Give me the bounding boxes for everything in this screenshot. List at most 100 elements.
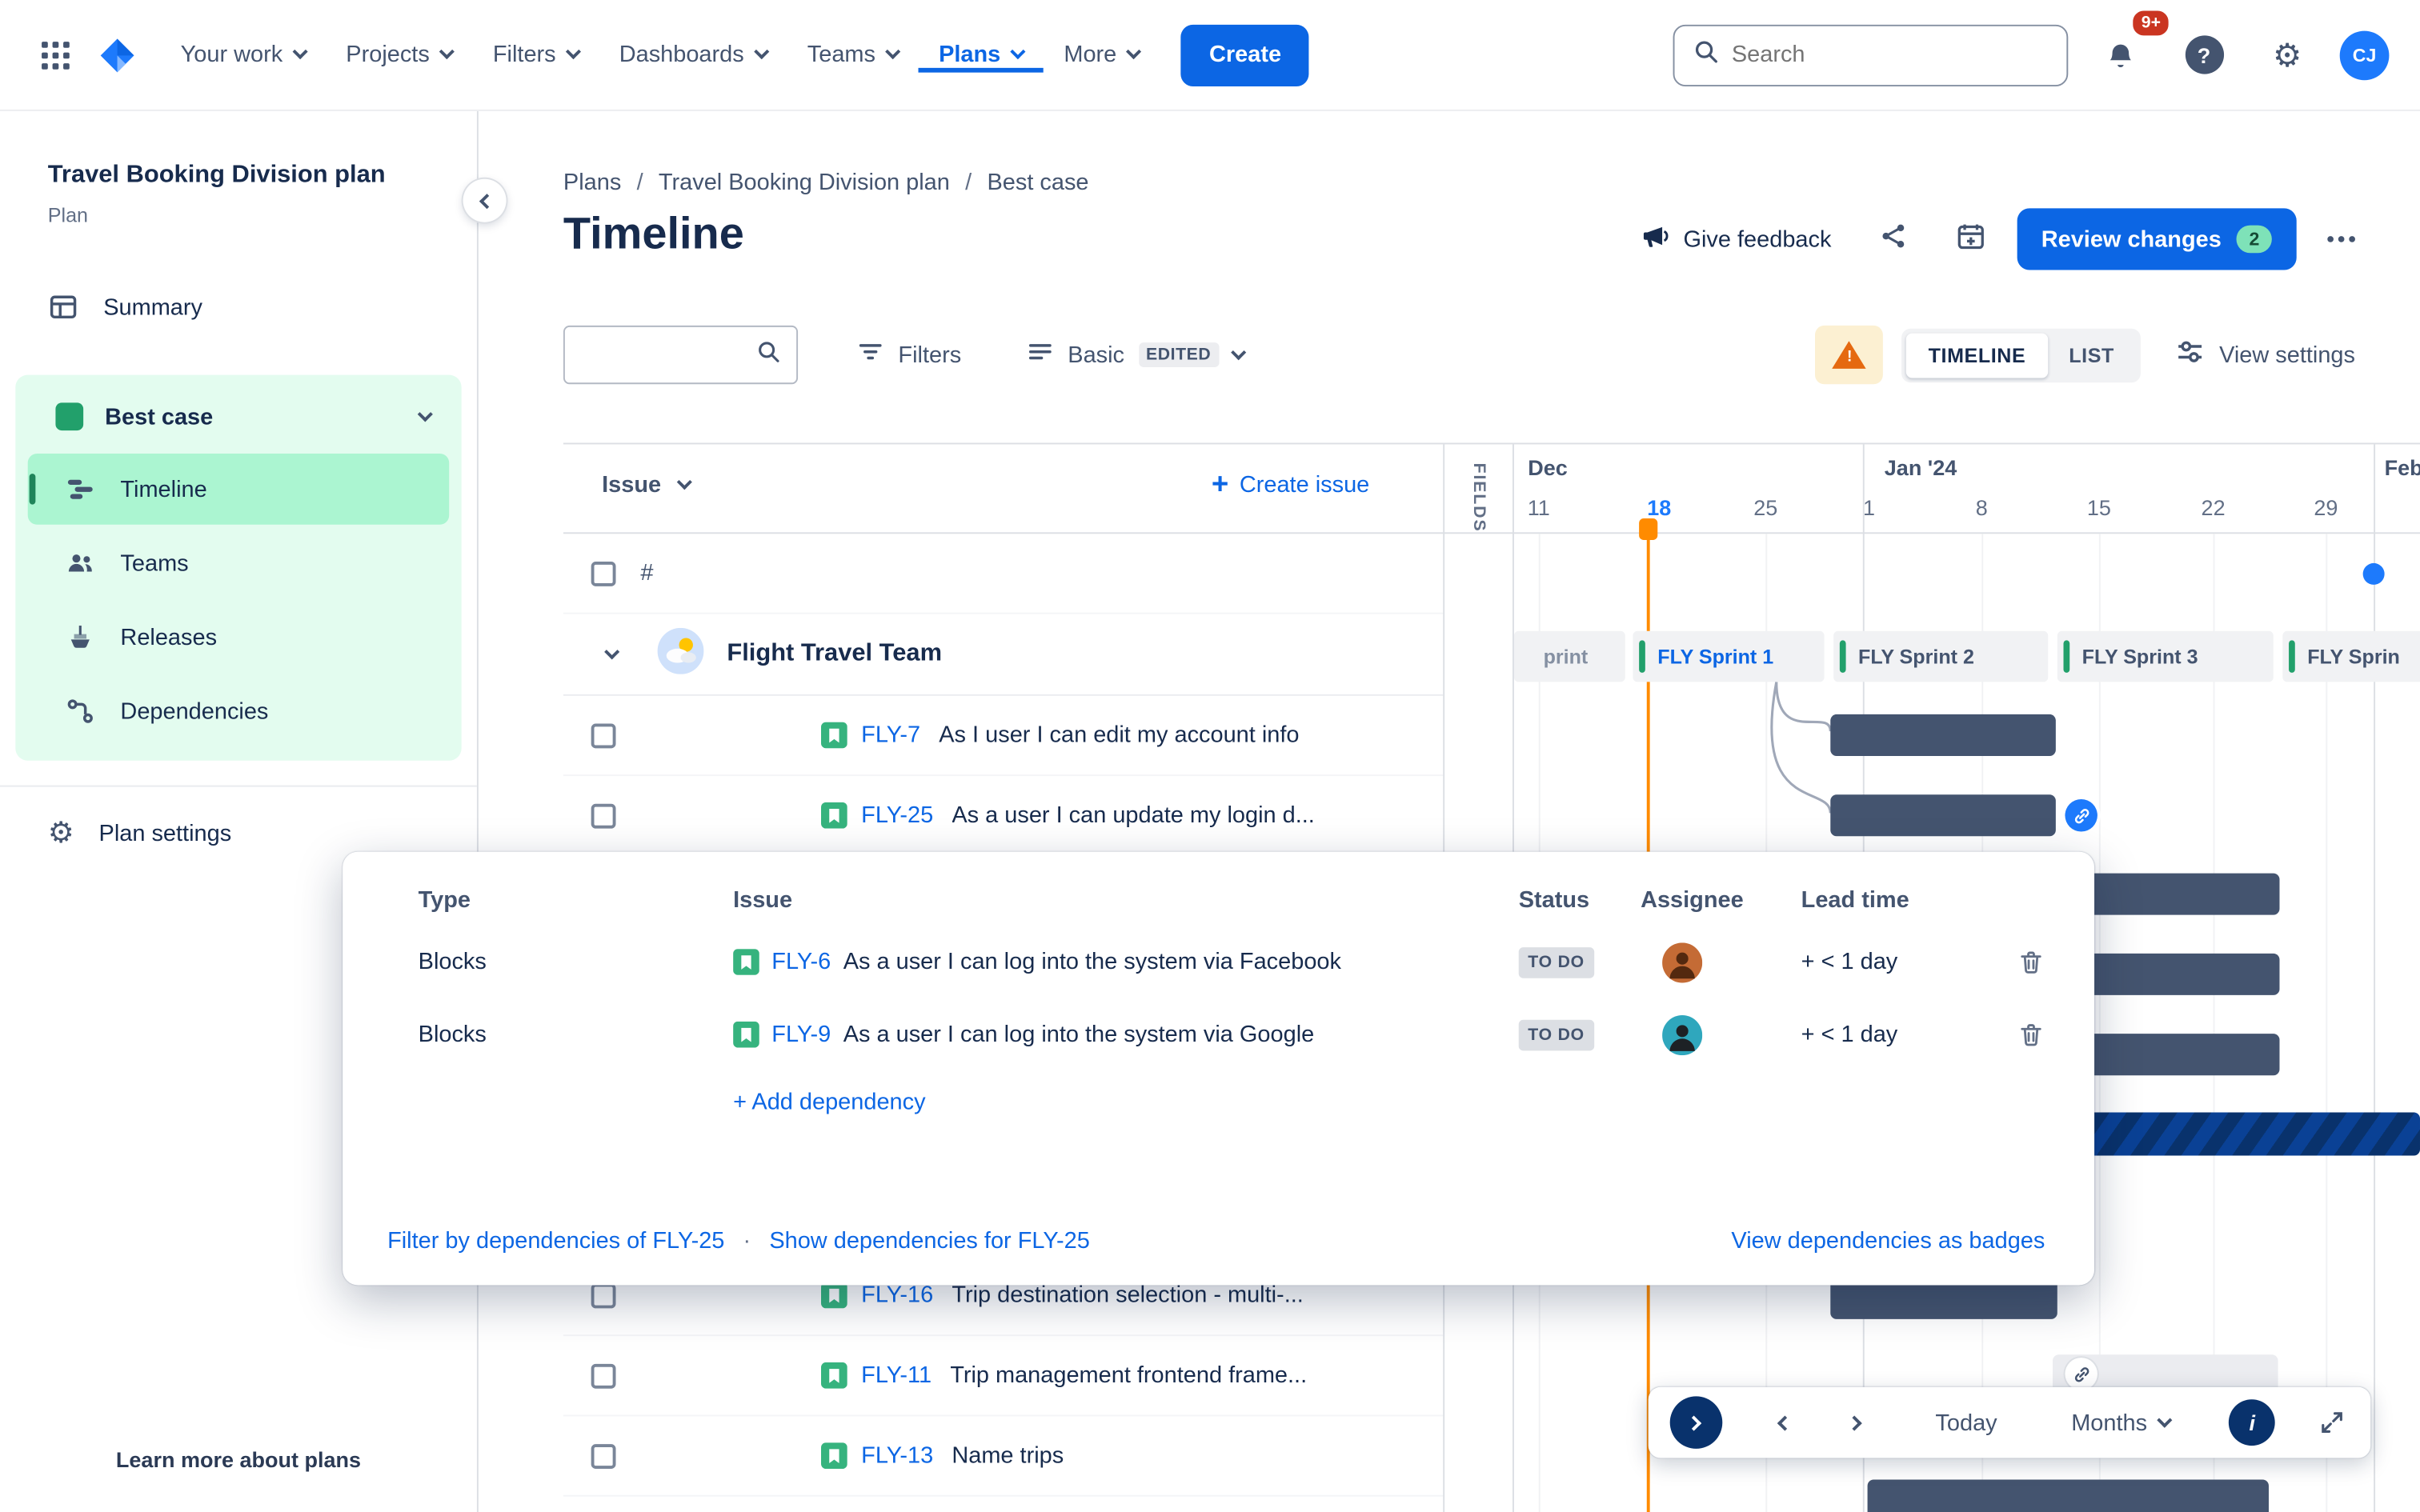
nav-teams[interactable]: Teams xyxy=(787,37,919,72)
gantt-bar-fly13[interactable] xyxy=(1867,1479,2269,1512)
sidebar-item-summary[interactable]: Summary xyxy=(15,274,461,342)
breadcrumb-scenario[interactable]: Best case xyxy=(987,170,1089,196)
learn-more-link[interactable]: Learn more about plans xyxy=(115,1446,361,1472)
issue-row-fly7[interactable]: FLY-7 As I user I can edit my account in… xyxy=(563,696,1444,777)
plan-sidebar: Travel Booking Division plan Plan Summar… xyxy=(0,110,479,1512)
row-checkbox[interactable] xyxy=(591,561,616,586)
expand-panel-button[interactable] xyxy=(1669,1396,1723,1449)
issue-row-fly11[interactable]: FLY-11 Trip management frontend frame... xyxy=(563,1336,1444,1417)
dependency-link-icon[interactable] xyxy=(2065,1358,2097,1390)
sidebar-item-dependencies[interactable]: Dependencies xyxy=(28,676,449,747)
team-group-row[interactable]: Flight Travel Team xyxy=(563,614,1444,696)
add-dependency-link[interactable]: + Add dependency xyxy=(733,1089,926,1116)
app-switcher-icon[interactable] xyxy=(25,24,86,86)
info-button[interactable]: i xyxy=(2229,1399,2276,1446)
issue-key-link[interactable]: FLY-13 xyxy=(861,1442,934,1469)
warning-button[interactable]: ! xyxy=(1815,325,1884,385)
sidebar-collapse-button[interactable] xyxy=(463,178,507,222)
scenario-header[interactable]: Best case xyxy=(22,383,455,451)
scroll-right-button[interactable] xyxy=(1840,1408,1873,1438)
sprint-bar-fly-sprint-2[interactable]: FLY Sprint 2 xyxy=(1833,630,2049,682)
view-settings-button[interactable]: View settings xyxy=(2159,324,2370,386)
issue-row-fly13[interactable]: FLY-13 Name trips xyxy=(563,1416,1444,1497)
issue-key-link[interactable]: FLY-6 xyxy=(771,949,831,975)
header-actions: Give feedback Review changes 2 xyxy=(1623,208,2370,270)
gantt-bar-fly25[interactable] xyxy=(1830,794,2056,837)
issue-key-link[interactable]: FLY-7 xyxy=(861,722,921,749)
nav-your-work[interactable]: Your work xyxy=(161,37,327,72)
global-search[interactable] xyxy=(1673,23,2069,86)
zoom-level-dropdown[interactable]: Months xyxy=(2071,1410,2173,1436)
sidebar-item-timeline[interactable]: Timeline xyxy=(27,454,450,526)
issue-row-fly16[interactable]: FLY-16 Trip destination selection - mult… xyxy=(563,1256,1444,1337)
give-feedback-button[interactable]: Give feedback xyxy=(1623,208,1846,270)
sidebar-item-teams[interactable]: Teams xyxy=(28,528,449,599)
issue-summary: As a user I can log into the system via … xyxy=(843,1021,1315,1048)
nav-more[interactable]: More xyxy=(1044,37,1160,72)
dependency-row: Blocks FLY-9 As a user I can log into th… xyxy=(343,998,2094,1071)
milestone-dot[interactable] xyxy=(2362,562,2385,585)
nav-projects[interactable]: Projects xyxy=(326,37,473,72)
breadcrumb: Plans / Travel Booking Division plan / B… xyxy=(563,170,1089,196)
nav-filters[interactable]: Filters xyxy=(473,37,599,72)
delete-dependency-button[interactable] xyxy=(2017,1021,2045,1049)
week-gridline xyxy=(2213,534,2215,1512)
view-mode-dropdown[interactable]: Basic EDITED xyxy=(1011,326,1259,384)
assignee-avatar[interactable] xyxy=(1662,1014,1703,1055)
breadcrumb-plans[interactable]: Plans xyxy=(563,170,622,196)
filter-by-dependencies-link[interactable]: Filter by dependencies of FLY-25 xyxy=(387,1228,725,1254)
tab-list[interactable]: LIST xyxy=(2069,343,2114,367)
share-button[interactable] xyxy=(1862,208,1924,270)
row-checkbox[interactable] xyxy=(591,1443,616,1469)
chevron-down-icon[interactable] xyxy=(604,643,620,659)
delete-dependency-button[interactable] xyxy=(2017,948,2045,976)
sprint-bar-prev[interactable]: print xyxy=(1513,630,1625,682)
search-input[interactable] xyxy=(1731,42,2049,68)
row-checkbox[interactable] xyxy=(591,1282,616,1308)
team-avatar xyxy=(657,627,704,681)
date-tick: 15 xyxy=(2086,495,2111,520)
issue-row-fly25[interactable]: FLY-25 As a user I can update my login d… xyxy=(563,776,1444,857)
more-actions-button[interactable] xyxy=(2312,224,2370,255)
fullscreen-button[interactable] xyxy=(2310,1399,2356,1446)
issue-column-header[interactable]: Issue xyxy=(602,472,693,498)
issue-key-link[interactable]: FLY-16 xyxy=(861,1282,934,1309)
filters-button[interactable]: Filters xyxy=(841,326,976,384)
sprint-bar-fly-sprint-4[interactable]: FLY Sprin xyxy=(2282,630,2420,682)
user-avatar[interactable]: CJ xyxy=(2339,30,2390,80)
scroll-left-button[interactable] xyxy=(1765,1408,1799,1438)
assignee-avatar[interactable] xyxy=(1662,942,1703,982)
chevron-left-icon xyxy=(1777,1414,1793,1430)
row-checkbox[interactable] xyxy=(591,722,616,748)
review-changes-button[interactable]: Review changes 2 xyxy=(2016,208,2297,270)
sprint-bar-fly-sprint-1[interactable]: FLY Sprint 1 xyxy=(1633,630,1825,682)
create-button[interactable]: Create xyxy=(1181,23,1309,86)
trash-icon xyxy=(2021,950,2041,973)
settings-button[interactable]: ⚙ xyxy=(2257,24,2318,86)
gantt-bar-fly7[interactable] xyxy=(1830,714,2056,756)
sidebar-item-releases[interactable]: Releases xyxy=(28,602,449,674)
export-schedule-button[interactable] xyxy=(1939,208,2001,270)
row-checkbox[interactable] xyxy=(591,802,616,828)
nav-plans[interactable]: Plans xyxy=(919,37,1044,73)
create-issue-button[interactable]: + Create issue xyxy=(1211,469,1370,502)
dependency-link-icon[interactable] xyxy=(2065,798,2097,832)
issue-key-link[interactable]: FLY-25 xyxy=(861,802,934,829)
sprint-bar-fly-sprint-3[interactable]: FLY Sprint 3 xyxy=(2057,630,2274,682)
help-button[interactable]: ? xyxy=(2173,24,2234,86)
today-marker xyxy=(1639,518,1658,540)
issue-key-link[interactable]: FLY-11 xyxy=(861,1362,932,1389)
row-checkbox[interactable] xyxy=(591,1362,616,1388)
sidebar-item-plan-settings[interactable]: ⚙ Plan settings xyxy=(15,799,461,867)
breadcrumb-plan-name[interactable]: Travel Booking Division plan xyxy=(658,170,950,196)
view-dependencies-as-badges-link[interactable]: View dependencies as badges xyxy=(1731,1228,2045,1254)
show-dependencies-link[interactable]: Show dependencies for FLY-25 xyxy=(769,1228,1090,1254)
issue-search-box[interactable] xyxy=(563,325,799,385)
notifications-button[interactable]: 9+ xyxy=(2089,6,2172,86)
nav-dashboards[interactable]: Dashboards xyxy=(599,37,787,72)
tab-timeline[interactable]: TIMELINE xyxy=(1906,332,2048,378)
today-button[interactable]: Today xyxy=(1935,1409,1997,1436)
issue-search-input[interactable] xyxy=(580,342,756,368)
issue-key-link[interactable]: FLY-9 xyxy=(771,1021,831,1048)
jira-logo-icon[interactable] xyxy=(86,24,148,86)
